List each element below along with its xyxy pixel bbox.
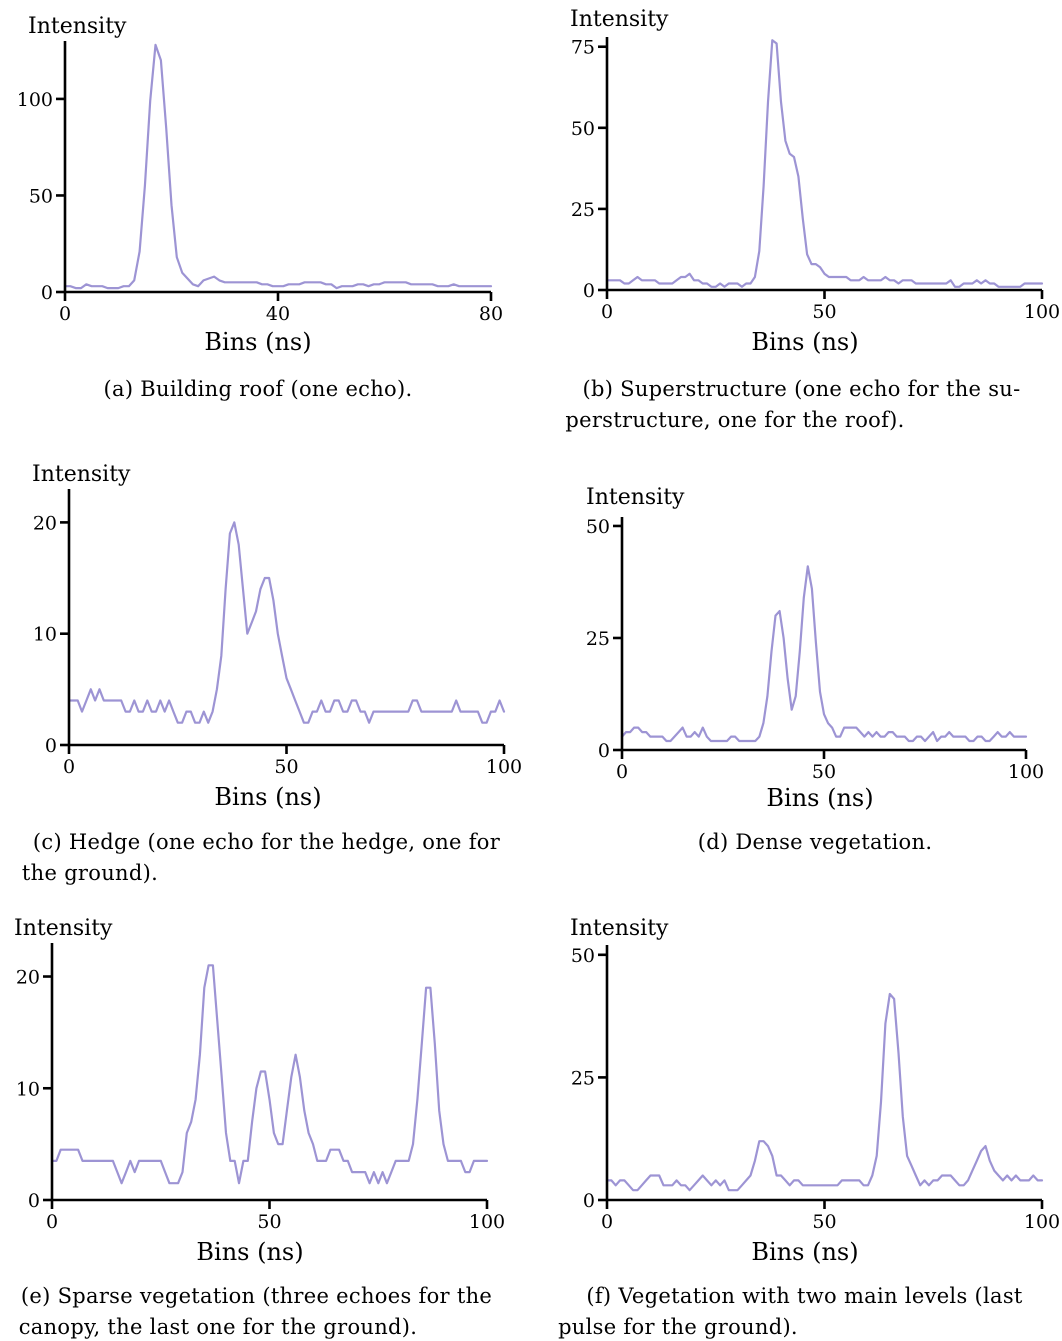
- xlabel: Bins (ns): [214, 783, 321, 811]
- ylabel: Intensity: [28, 14, 127, 39]
- plot: 0 25 50 0 50 100: [586, 516, 1044, 783]
- ylabel: Intensity: [14, 916, 113, 941]
- x-tick-label: 100: [1024, 301, 1060, 323]
- caption: (e) Sparse vegetation (three echoes for …: [19, 1284, 499, 1339]
- x-tick-label: 40: [266, 303, 290, 325]
- y-tick-label: 0: [45, 735, 57, 757]
- y-tick-label: 25: [586, 628, 610, 650]
- caption-line: the ground).: [22, 861, 158, 885]
- y-tick-label: 10: [33, 624, 57, 646]
- caption: (d) Dense vegetation.: [698, 830, 933, 854]
- x-tick-label: 100: [1008, 761, 1044, 783]
- caption-line: (d) Dense vegetation.: [698, 830, 933, 854]
- panel-d: Intensity 0 25 50 0 50 100 Bins (ns) (d) Dens…: [586, 485, 1044, 854]
- y-tick-label: 50: [586, 516, 610, 538]
- y-tick-label: 10: [16, 1078, 40, 1100]
- x-tick-label: 50: [274, 756, 298, 778]
- xlabel: Bins (ns): [751, 328, 858, 356]
- caption-line: (e) Sparse vegetation (three echoes for …: [21, 1284, 492, 1308]
- x-tick-label: 80: [479, 303, 503, 325]
- caption-line: pulse for the ground).: [558, 1315, 798, 1339]
- x-tick-label: 100: [1024, 1211, 1060, 1233]
- y-tick-label: 100: [17, 89, 53, 111]
- x-tick-label: 50: [812, 761, 836, 783]
- y-tick-label: 50: [571, 118, 595, 140]
- x-tick-label: 100: [486, 756, 522, 778]
- x-tick-label: 50: [257, 1211, 281, 1233]
- y-tick-label: 20: [16, 967, 40, 989]
- xlabel: Bins (ns): [196, 1238, 303, 1266]
- xlabel: Bins (ns): [751, 1238, 858, 1266]
- ylabel: Intensity: [570, 7, 669, 32]
- series-line: [620, 565, 1028, 743]
- series-line: [63, 43, 493, 290]
- series-line: [50, 964, 489, 1185]
- y-tick-label: 25: [571, 199, 595, 221]
- caption-line: (c) Hedge (one echo for the hedge, one f…: [33, 830, 501, 854]
- x-tick-label: 0: [63, 756, 75, 778]
- y-tick-label: 20: [33, 512, 57, 534]
- plot: 0 25 50 75 0 50 100: [571, 37, 1060, 323]
- y-tick-label: 0: [41, 282, 53, 304]
- x-tick-label: 0: [616, 761, 628, 783]
- caption: (c) Hedge (one echo for the hedge, one f…: [22, 830, 507, 885]
- series-line: [67, 521, 506, 724]
- ylabel: Intensity: [32, 462, 131, 487]
- y-tick-label: 0: [598, 740, 610, 762]
- x-tick-label: 0: [59, 303, 71, 325]
- plot: 0 10 20 0 50 100: [33, 489, 522, 778]
- series-line: [605, 992, 1044, 1192]
- caption: (b) Superstructure (one echo for the su-…: [565, 377, 1027, 432]
- caption: (a) Building roof (one echo).: [104, 377, 413, 401]
- y-tick-label: 0: [28, 1190, 40, 1212]
- panel-e: Intensity 0 10 20 0 50 100 Bins (ns) (e) Spar…: [14, 916, 505, 1339]
- y-tick-label: 0: [583, 1190, 595, 1212]
- x-tick-label: 50: [812, 301, 836, 323]
- series-line: [605, 39, 1044, 288]
- caption: (f) Vegetation with two main levels (las…: [558, 1284, 1030, 1339]
- panel-b: Intensity 0 25 50 75 0 50 100 Bins (ns) (b) Su…: [565, 7, 1060, 432]
- x-tick-label: 50: [812, 1211, 836, 1233]
- ylabel: Intensity: [570, 916, 669, 941]
- panel-a: Intensity 0 50 100 0 40 80 Bins (ns) (a) Buil…: [17, 14, 503, 401]
- y-tick-label: 50: [571, 945, 595, 967]
- panel-f: Intensity 0 25 50 0 50 100 Bins (ns) (f) Vege…: [558, 916, 1060, 1339]
- plot: 0 25 50 0 50 100: [571, 945, 1060, 1233]
- y-tick-label: 75: [571, 37, 595, 59]
- caption-line: (a) Building roof (one echo).: [104, 377, 413, 401]
- x-tick-label: 0: [601, 1211, 613, 1233]
- caption-line: (f) Vegetation with two main levels (las…: [586, 1284, 1023, 1308]
- x-tick-label: 0: [601, 301, 613, 323]
- x-tick-label: 0: [46, 1211, 58, 1233]
- x-tick-label: 100: [469, 1211, 505, 1233]
- caption-line: canopy, the last one for the ground).: [19, 1315, 418, 1339]
- xlabel: Bins (ns): [766, 784, 873, 812]
- y-tick-label: 50: [29, 185, 53, 207]
- ylabel: Intensity: [586, 485, 685, 510]
- panel-c: Intensity 0 10 20 0 50 100 Bins (ns) (c) Hedg…: [22, 462, 522, 885]
- y-tick-label: 25: [571, 1067, 595, 1089]
- xlabel: Bins (ns): [204, 328, 311, 356]
- y-tick-label: 0: [583, 280, 595, 302]
- plot: 0 50 100 0 40 80: [17, 41, 503, 325]
- caption-line: perstructure, one for the roof).: [565, 408, 904, 432]
- plot: 0 10 20 0 50 100: [16, 943, 505, 1233]
- caption-line: (b) Superstructure (one echo for the su-: [582, 377, 1020, 401]
